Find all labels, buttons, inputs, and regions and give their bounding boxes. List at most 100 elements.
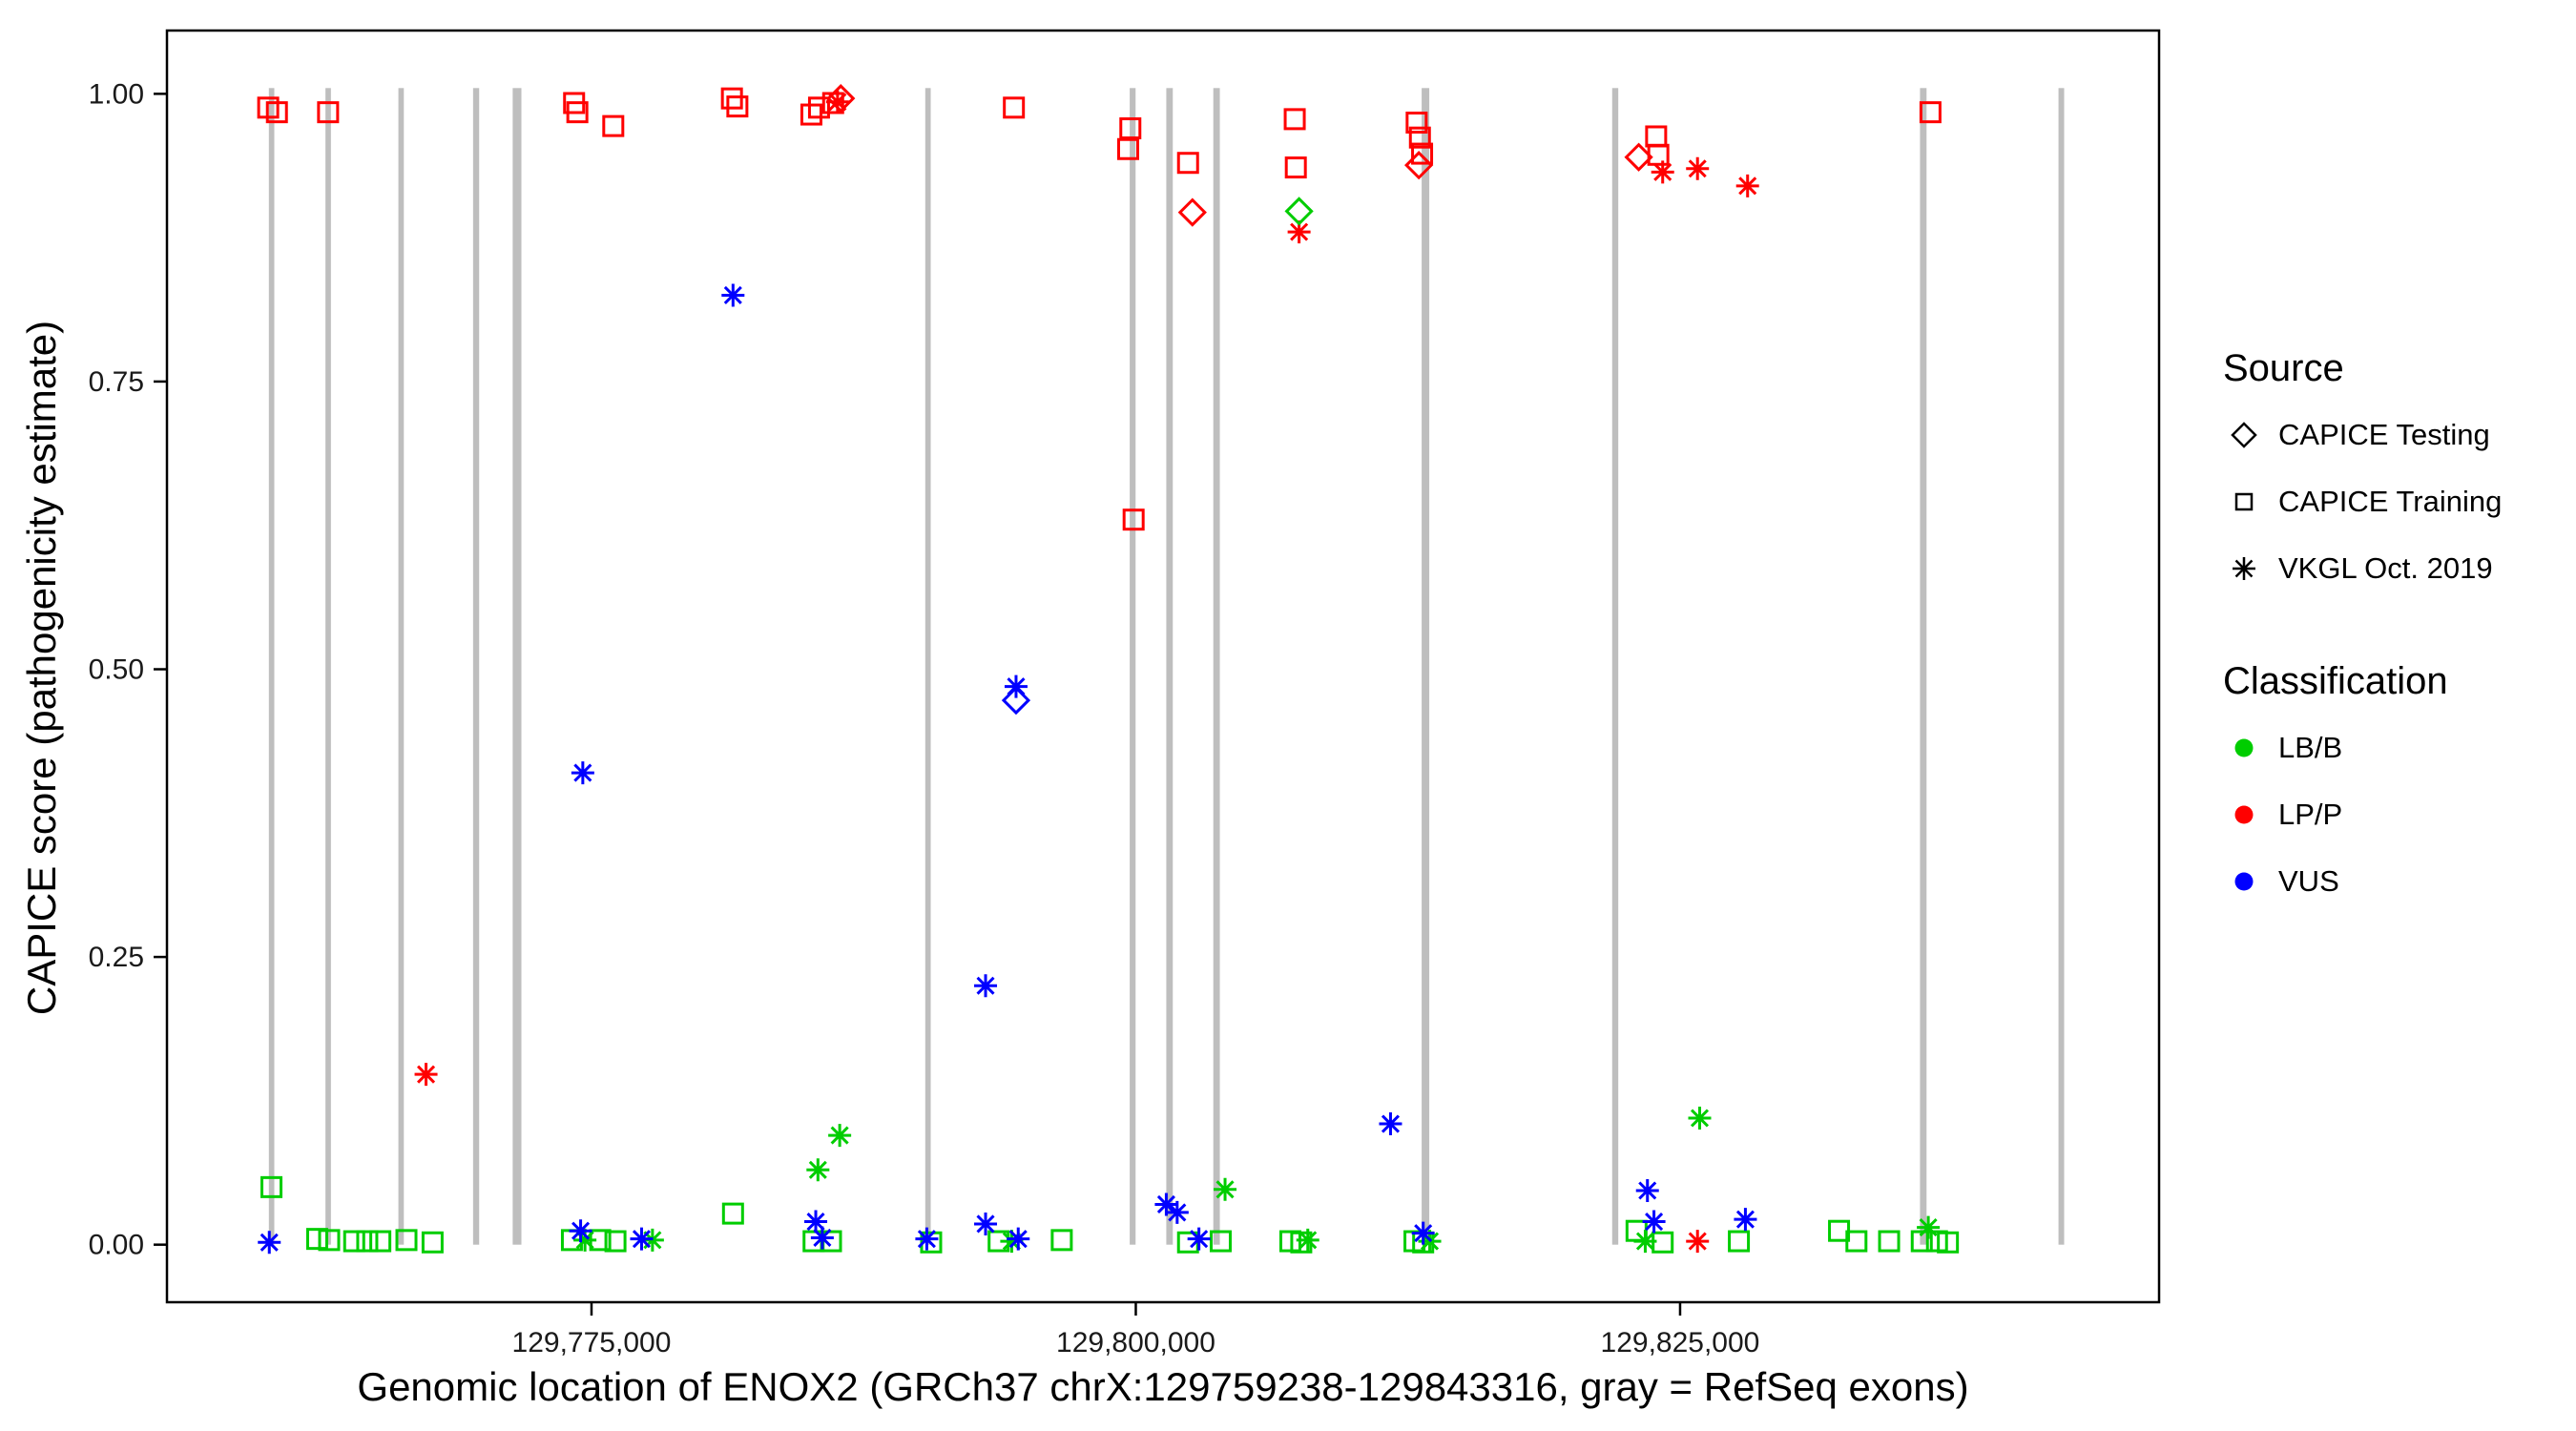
point-asterisk bbox=[1165, 1200, 1189, 1224]
point-diamond bbox=[826, 84, 856, 114]
panel-border bbox=[165, 29, 2161, 1304]
point-square bbox=[1919, 101, 1942, 124]
point-diamond bbox=[1177, 197, 1207, 227]
point-square bbox=[356, 1230, 379, 1253]
point-asterisk bbox=[1651, 160, 1674, 184]
legend-classification-items: LB/B LP/P VUS bbox=[2223, 727, 2566, 902]
point-square bbox=[1878, 1230, 1901, 1253]
legend-item-label: CAPICE Training bbox=[2278, 485, 2503, 518]
point-diamond bbox=[1404, 151, 1434, 180]
point-asterisk bbox=[915, 1227, 939, 1251]
point-asterisk bbox=[1686, 156, 1710, 180]
point-asterisk bbox=[569, 1219, 592, 1243]
point-asterisk bbox=[1214, 1177, 1237, 1201]
point-square bbox=[265, 101, 288, 124]
y-axis-title: CAPICE score (pathogenicity estimate) bbox=[19, 321, 64, 1015]
point-diamond bbox=[1001, 685, 1031, 716]
point-square bbox=[1625, 1219, 1648, 1242]
point-square bbox=[566, 101, 589, 124]
exon-bar bbox=[398, 88, 405, 1245]
exon-bar bbox=[1130, 88, 1136, 1245]
legend-item-lb-b: LB/B bbox=[2223, 727, 2566, 769]
point-square bbox=[987, 1230, 1010, 1253]
point-diamond bbox=[1624, 142, 1653, 172]
point-asterisk bbox=[806, 1158, 830, 1182]
point-asterisk bbox=[721, 283, 745, 307]
point-square bbox=[1647, 143, 1670, 166]
point-asterisk bbox=[825, 90, 849, 114]
legend-item-capice-testing: CAPICE Testing bbox=[2223, 414, 2566, 456]
point-asterisk bbox=[573, 1228, 597, 1252]
x-tick-label: 129,825,000 bbox=[1601, 1327, 1760, 1358]
point-asterisk bbox=[1187, 1227, 1211, 1251]
point-square bbox=[1116, 137, 1139, 160]
point-asterisk bbox=[1287, 220, 1311, 244]
point-square bbox=[1283, 108, 1306, 131]
point-asterisk bbox=[1000, 1230, 1024, 1254]
point-square bbox=[1652, 1231, 1674, 1254]
y-tick-label: 1.00 bbox=[89, 78, 144, 110]
circle-icon bbox=[2234, 738, 2254, 757]
exon-bar bbox=[2058, 88, 2065, 1245]
point-square bbox=[720, 87, 743, 110]
legend: Source CAPICE Testing CAPICE Training VKGL… bbox=[2223, 345, 2566, 927]
point-asterisk bbox=[1917, 1215, 1941, 1239]
legend-item-label: VKGL Oct. 2019 bbox=[2278, 551, 2493, 585]
x-tick-label: 129,800,000 bbox=[1056, 1327, 1215, 1358]
point-asterisk bbox=[804, 1210, 828, 1234]
diamond-icon bbox=[2231, 422, 2257, 448]
point-square bbox=[1122, 508, 1145, 531]
exon-bar bbox=[472, 88, 480, 1245]
point-square bbox=[318, 1229, 341, 1252]
point-asterisk bbox=[974, 1212, 998, 1235]
point-square bbox=[1411, 142, 1434, 165]
exon-bar bbox=[1213, 88, 1220, 1245]
point-square bbox=[807, 96, 830, 119]
exon-bar bbox=[325, 88, 331, 1245]
point-square bbox=[1405, 112, 1428, 135]
exon-bar bbox=[1920, 88, 1927, 1245]
legend-item-capice-training: CAPICE Training bbox=[2223, 481, 2566, 523]
legend-item-lp-p: LP/P bbox=[2223, 794, 2566, 836]
point-square bbox=[726, 95, 749, 118]
exon-bar bbox=[268, 88, 275, 1245]
point-square bbox=[1176, 152, 1199, 175]
point-asterisk bbox=[810, 1226, 834, 1250]
axes-layer: 129,775,000 129,800,000 129,825,000 0.00 0.2… bbox=[89, 78, 1760, 1358]
y-tick-label: 0.00 bbox=[89, 1230, 144, 1261]
exons-layer bbox=[268, 88, 2065, 1245]
point-square bbox=[369, 1230, 392, 1253]
point-square bbox=[1050, 1229, 1073, 1252]
points-layer bbox=[257, 84, 1960, 1255]
point-square bbox=[604, 1230, 627, 1253]
point-asterisk bbox=[1642, 1210, 1666, 1234]
point-square bbox=[602, 114, 625, 137]
point-diamond bbox=[1284, 197, 1314, 226]
exon-bar bbox=[1422, 88, 1430, 1245]
point-square bbox=[1284, 156, 1307, 179]
exon-bar bbox=[1611, 88, 1619, 1245]
circle-icon bbox=[2234, 872, 2254, 891]
legend-item-vkgl-oct-2019: VKGL Oct. 2019 bbox=[2223, 548, 2566, 590]
point-square bbox=[589, 1229, 612, 1252]
point-asterisk bbox=[571, 761, 594, 785]
point-square bbox=[305, 1228, 328, 1251]
legend-source-items: CAPICE Testing CAPICE Training VKGL Oct. 2… bbox=[2223, 414, 2566, 590]
asterisk-icon bbox=[2233, 557, 2255, 580]
point-square bbox=[1728, 1230, 1751, 1253]
legend-source-title: Source bbox=[2223, 347, 2344, 389]
point-asterisk bbox=[1735, 174, 1759, 197]
point-square bbox=[317, 101, 340, 124]
point-asterisk bbox=[1296, 1228, 1319, 1252]
point-asterisk bbox=[1686, 1230, 1710, 1254]
point-asterisk bbox=[1688, 1106, 1712, 1130]
point-square bbox=[1119, 117, 1142, 140]
point-square bbox=[1937, 1231, 1960, 1254]
y-tick-label: 0.25 bbox=[89, 942, 144, 973]
y-tick-label: 0.75 bbox=[89, 366, 144, 398]
point-asterisk bbox=[414, 1063, 438, 1087]
legend-item-label: LP/P bbox=[2278, 798, 2343, 831]
legend-classification-title: Classification bbox=[2223, 660, 2448, 702]
